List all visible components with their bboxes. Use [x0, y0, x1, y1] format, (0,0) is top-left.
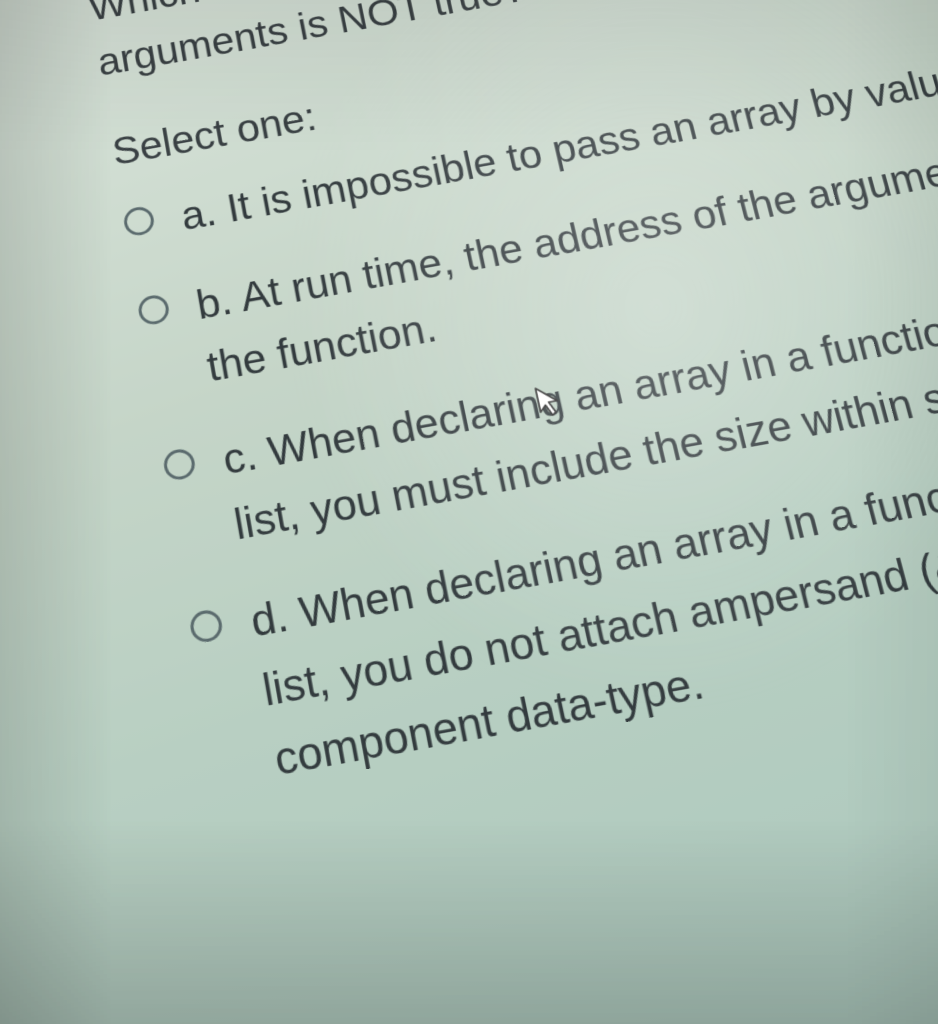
- option-b-letter: b.: [193, 277, 235, 328]
- radio-b[interactable]: [137, 293, 171, 327]
- option-d-letter: d.: [247, 592, 292, 647]
- radio-d[interactable]: [188, 608, 224, 645]
- quiz-panel: Which of the following statements about …: [20, 0, 938, 984]
- option-c-letter: c.: [220, 431, 261, 483]
- radio-a[interactable]: [122, 205, 156, 238]
- radio-c[interactable]: [162, 447, 197, 482]
- option-a-letter: a.: [178, 189, 220, 238]
